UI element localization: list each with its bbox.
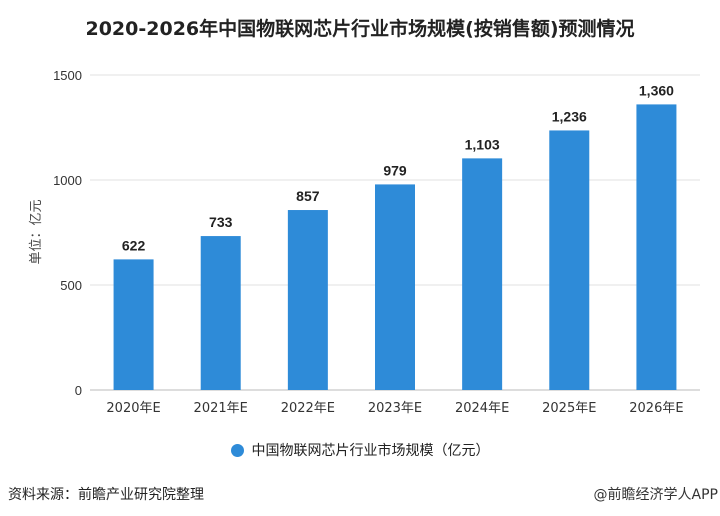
x-tick-label: 2023年E — [368, 401, 422, 416]
y-tick-label: 1000 — [53, 173, 82, 188]
x-tick-label: 2025年E — [542, 401, 596, 416]
legend: 中国物联网芯片行业市场规模（亿元） — [0, 440, 720, 460]
x-tick-label: 2020年E — [106, 401, 160, 416]
bar — [636, 104, 677, 391]
bar — [200, 236, 241, 390]
source-note: 资料来源：前瞻产业研究院整理 — [8, 487, 204, 503]
x-tick-label: 2024年E — [455, 401, 509, 416]
x-tick-label: 2026年E — [629, 401, 683, 416]
y-tick-label: 1500 — [53, 68, 82, 83]
bar — [287, 210, 328, 390]
legend-marker — [230, 444, 244, 457]
bar — [462, 158, 503, 390]
credit: @前瞻经济学人APP — [593, 487, 718, 503]
data-label: 622 — [122, 237, 146, 253]
bar — [375, 184, 415, 390]
y-axis-label: 单位：亿元 — [29, 199, 44, 264]
data-label: 733 — [209, 214, 233, 230]
chart-title: 2020-2026年中国物联网芯片行业市场规模(按销售额)预测情况 — [85, 18, 635, 40]
data-label: 1,103 — [465, 136, 500, 152]
legend-label: 中国物联网芯片行业市场规模（亿元） — [251, 443, 490, 459]
data-label: 1,236 — [552, 108, 587, 124]
x-tick-label: 2022年E — [281, 401, 335, 416]
data-label: 979 — [383, 162, 407, 178]
bar — [549, 130, 590, 390]
data-label: 1,360 — [639, 82, 674, 98]
y-tick-label: 500 — [60, 278, 82, 293]
x-tick-label: 2021年E — [194, 401, 248, 416]
y-tick-label: 0 — [75, 383, 82, 398]
bar — [113, 259, 154, 390]
data-label: 857 — [296, 188, 320, 204]
